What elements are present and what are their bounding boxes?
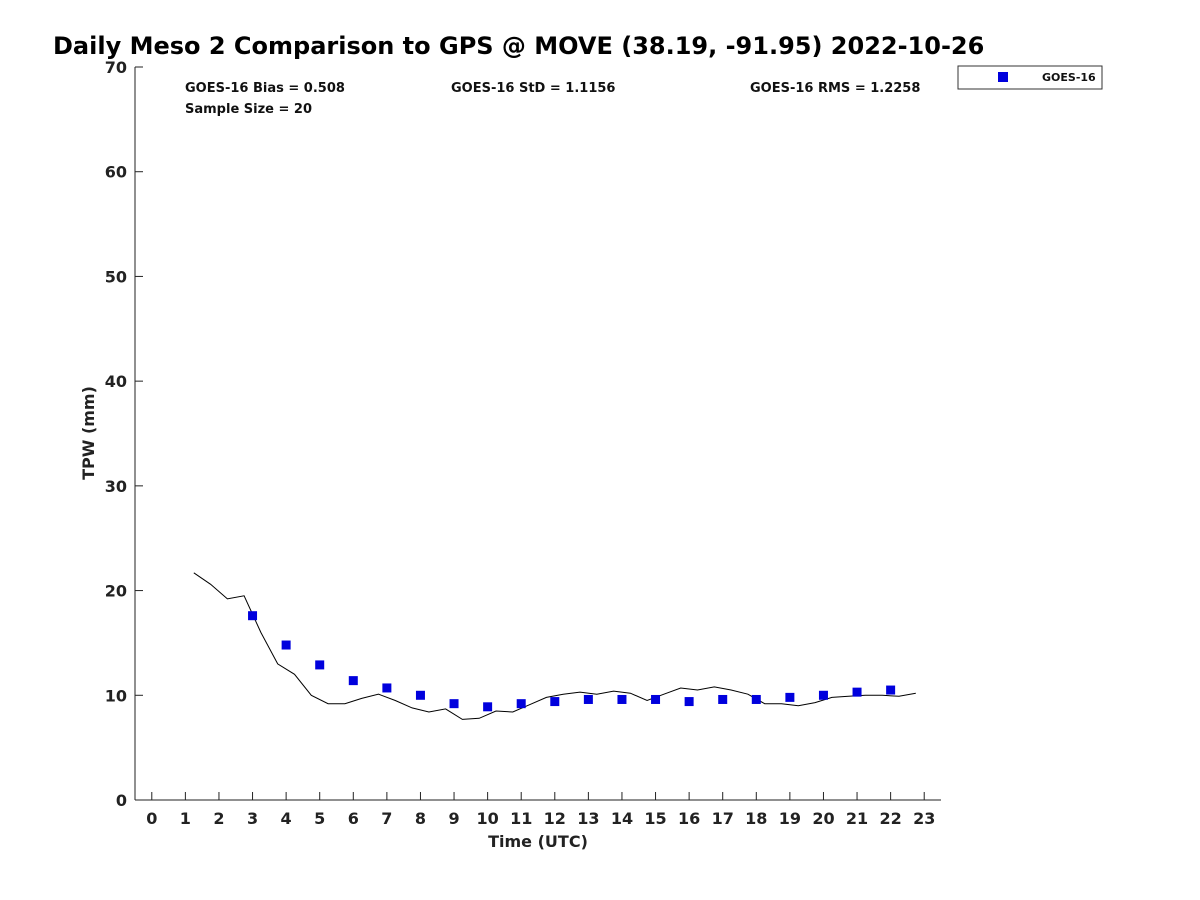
goes16-data-point bbox=[348, 676, 358, 686]
x-tick-label: 14 bbox=[611, 809, 633, 828]
x-tick-label: 16 bbox=[678, 809, 700, 828]
x-tick-label: 15 bbox=[644, 809, 666, 828]
x-tick-label: 0 bbox=[146, 809, 157, 828]
legend-entry-goes16: GOES-16 bbox=[1042, 71, 1096, 84]
goes16-data-point bbox=[516, 699, 526, 709]
goes16-data-point bbox=[449, 699, 459, 709]
y-tick-label: 30 bbox=[105, 477, 127, 496]
x-axis-label: Time (UTC) bbox=[488, 832, 588, 851]
x-tick-label: 11 bbox=[510, 809, 532, 828]
gps-tpw-line bbox=[193, 572, 916, 720]
y-axis-ticks: 0 10 20 30 40 50 60 70 bbox=[105, 58, 143, 810]
goes16-data-point bbox=[818, 690, 828, 700]
goes16-data-point bbox=[785, 692, 795, 702]
x-tick-label: 17 bbox=[712, 809, 734, 828]
x-tick-label: 2 bbox=[213, 809, 224, 828]
x-tick-label: 5 bbox=[314, 809, 325, 828]
x-tick-label: 9 bbox=[448, 809, 459, 828]
y-tick-label: 20 bbox=[105, 582, 127, 601]
goes16-series-markers bbox=[248, 611, 896, 712]
plot-area bbox=[134, 67, 941, 801]
legend-box bbox=[957, 65, 1103, 90]
bias-annotation: GOES-16 Bias = 0.508 bbox=[185, 81, 345, 96]
goes16-data-point bbox=[684, 697, 694, 707]
x-tick-label: 21 bbox=[846, 809, 868, 828]
y-tick-label: 0 bbox=[116, 791, 127, 810]
x-tick-label: 10 bbox=[476, 809, 498, 828]
goes16-data-point bbox=[382, 683, 392, 693]
goes16-data-point bbox=[718, 694, 728, 704]
goes16-data-point bbox=[281, 640, 291, 650]
y-tick-label: 50 bbox=[105, 267, 127, 286]
rms-annotation: GOES-16 RMS = 1.2258 bbox=[750, 81, 920, 96]
y-tick-label: 60 bbox=[105, 163, 127, 182]
y-tick-label: 10 bbox=[105, 686, 127, 705]
x-tick-label: 20 bbox=[812, 809, 834, 828]
legend-marker-square-icon bbox=[998, 72, 1008, 82]
x-tick-label: 3 bbox=[247, 809, 258, 828]
goes16-data-point bbox=[483, 702, 493, 712]
goes16-data-point bbox=[415, 690, 425, 700]
y-axis-label: TPW (mm) bbox=[79, 386, 98, 480]
x-tick-label: 1 bbox=[180, 809, 191, 828]
x-tick-label: 7 bbox=[381, 809, 392, 828]
chart-title: Daily Meso 2 Comparison to GPS @ MOVE (3… bbox=[53, 32, 984, 60]
x-tick-label: 12 bbox=[544, 809, 566, 828]
x-tick-label: 4 bbox=[281, 809, 292, 828]
y-tick-label: 70 bbox=[105, 58, 127, 77]
legend: GOES-16 bbox=[957, 65, 1103, 90]
goes16-data-point bbox=[886, 685, 896, 695]
goes16-data-point bbox=[583, 694, 593, 704]
goes16-data-point bbox=[751, 694, 761, 704]
x-tick-label: 22 bbox=[879, 809, 901, 828]
gps-series-line bbox=[193, 572, 916, 720]
x-tick-label: 18 bbox=[745, 809, 767, 828]
goes16-data-point bbox=[248, 611, 258, 621]
x-tick-label: 23 bbox=[913, 809, 935, 828]
goes16-data-point bbox=[651, 694, 661, 704]
goes16-data-point bbox=[315, 660, 325, 670]
goes16-data-point bbox=[617, 694, 627, 704]
x-tick-label: 6 bbox=[348, 809, 359, 828]
std-annotation: GOES-16 StD = 1.1156 bbox=[451, 81, 615, 96]
goes16-data-point bbox=[550, 697, 560, 707]
x-axis-ticks: 0 1 2 3 4 5 6 7 8 9 10 11 12 13 14 15 16 17 18 19 20 21 22 23 bbox=[146, 792, 935, 828]
goes16-data-point bbox=[852, 687, 862, 697]
x-tick-label: 13 bbox=[577, 809, 599, 828]
sample-size-annotation: Sample Size = 20 bbox=[185, 102, 312, 117]
x-tick-label: 8 bbox=[415, 809, 426, 828]
y-tick-label: 40 bbox=[105, 372, 127, 391]
x-tick-label: 19 bbox=[779, 809, 801, 828]
